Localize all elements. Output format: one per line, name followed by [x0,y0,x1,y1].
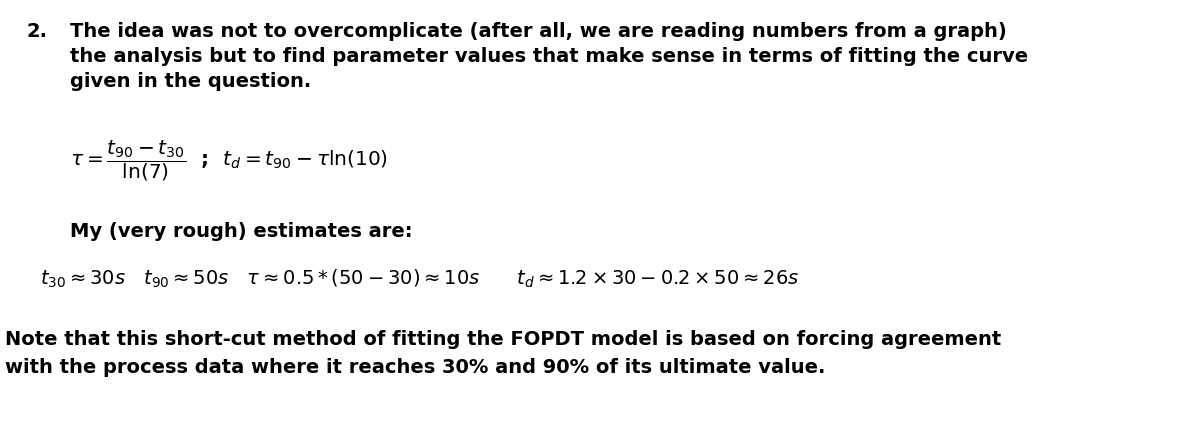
Text: 2.: 2. [28,22,48,41]
Text: Note that this short-cut method of fitting the FOPDT model is based on forcing a: Note that this short-cut method of fitti… [5,330,1001,349]
Text: the analysis but to find parameter values that make sense in terms of fitting th: the analysis but to find parameter value… [70,47,1028,66]
Text: given in the question.: given in the question. [70,72,311,91]
Text: My (very rough) estimates are:: My (very rough) estimates are: [70,222,413,241]
Text: The idea was not to overcomplicate (after all, we are reading numbers from a gra: The idea was not to overcomplicate (afte… [70,22,1007,41]
Text: $\tau = \dfrac{t_{90}-t_{30}}{\ln(7)}$  ;  $t_d = t_{90} - \tau\ln(10)$: $\tau = \dfrac{t_{90}-t_{30}}{\ln(7)}$ ;… [70,138,388,183]
Text: $t_{30} \approx 30s \quad t_{90} \approx 50s \quad \tau \approx 0.5 * (50-30) \a: $t_{30} \approx 30s \quad t_{90} \approx… [40,268,799,290]
Text: with the process data where it reaches 30% and 90% of its ultimate value.: with the process data where it reaches 3… [5,358,826,377]
